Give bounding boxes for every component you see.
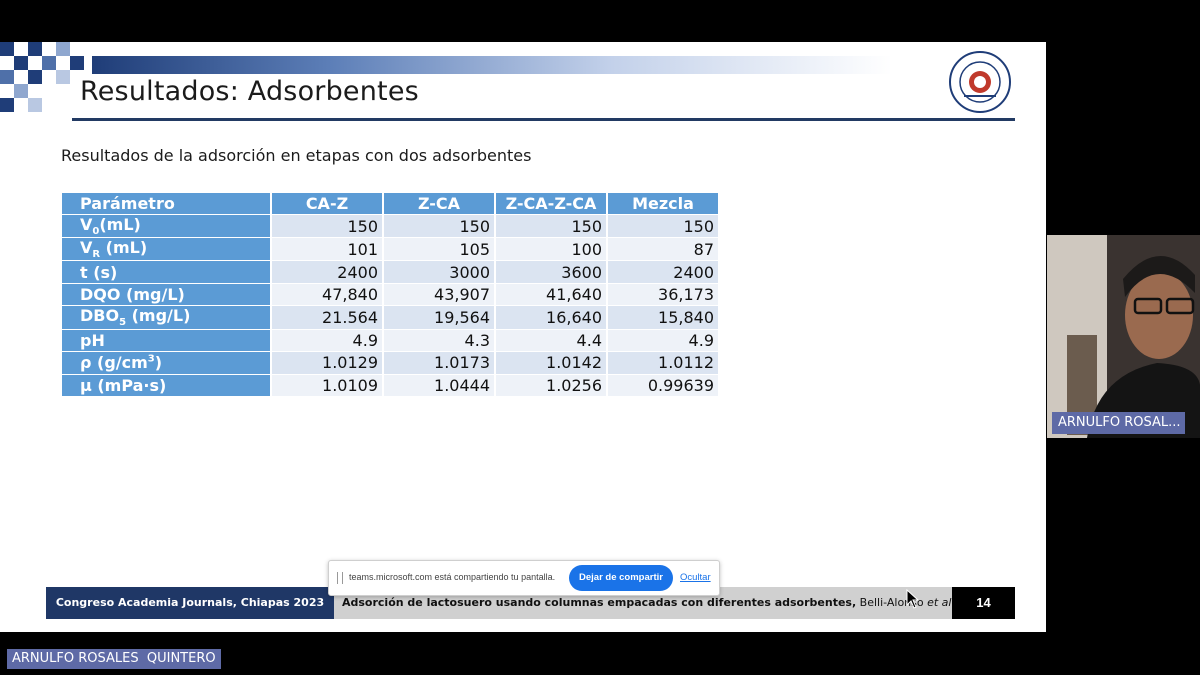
value-cell: 4.4 — [496, 329, 606, 352]
screen-share-bar: teams.microsoft.com está compartiendo tu… — [328, 560, 720, 596]
value-cell: 15,840 — [608, 306, 718, 329]
parameter-cell: t (s) — [62, 261, 270, 283]
table-row: V0(mL) 150 150 150 150 — [62, 215, 718, 238]
parameter-cell: μ (mPa·s) — [62, 374, 270, 397]
column-header: Z-CA-Z-CA — [496, 193, 606, 214]
column-header: Parámetro — [62, 193, 270, 214]
table-row: t (s) 2400 3000 3600 2400 — [62, 261, 718, 283]
title-divider — [72, 118, 1015, 121]
value-cell: 0.99639 — [608, 374, 718, 397]
value-cell: 87 — [608, 238, 718, 261]
value-cell: 2400 — [608, 261, 718, 283]
value-cell: 1.0142 — [496, 352, 606, 374]
results-table: Parámetro CA-Z Z-CA Z-CA-Z-CA Mezcla V0(… — [60, 192, 720, 397]
table-row: μ (mPa·s) 1.0109 1.0444 1.0256 0.99639 — [62, 374, 718, 397]
mouse-pointer-icon — [906, 589, 920, 609]
self-name-tag: ARNULFO ROSALES QUINTERO — [7, 649, 221, 669]
value-cell: 101 — [272, 238, 382, 261]
parameter-cell: DQO (mg/L) — [62, 283, 270, 306]
tecnologico-logo — [949, 51, 1011, 113]
parameter-cell: VR (mL) — [62, 238, 270, 261]
value-cell: 1.0173 — [384, 352, 494, 374]
value-cell: 1.0112 — [608, 352, 718, 374]
slide-subtitle: Resultados de la adsorción en etapas con… — [61, 146, 532, 165]
value-cell: 3600 — [496, 261, 606, 283]
value-cell: 150 — [384, 215, 494, 238]
hide-link[interactable]: Ocultar — [680, 572, 711, 583]
value-cell: 150 — [608, 215, 718, 238]
table-row: DQO (mg/L) 47,840 43,907 41,640 36,173 — [62, 283, 718, 306]
value-cell: 2400 — [272, 261, 382, 283]
value-cell: 3000 — [384, 261, 494, 283]
value-cell: 1.0109 — [272, 374, 382, 397]
stop-sharing-button[interactable]: Dejar de compartir — [569, 565, 673, 591]
table-row: DBO5 (mg/L) 21.564 19,564 16,640 15,840 — [62, 306, 718, 329]
presentation-slide: Resultados: Adsorbentes Resultados de la… — [0, 42, 1046, 632]
value-cell: 4.9 — [608, 329, 718, 352]
table-row: pH 4.9 4.3 4.4 4.9 — [62, 329, 718, 352]
column-header: Mezcla — [608, 193, 718, 214]
value-cell: 36,173 — [608, 283, 718, 306]
parameter-cell: DBO5 (mg/L) — [62, 306, 270, 329]
value-cell: 1.0444 — [384, 374, 494, 397]
drag-grip-icon[interactable] — [337, 572, 343, 584]
table-header-row: Parámetro CA-Z Z-CA Z-CA-Z-CA Mezcla — [62, 193, 718, 214]
conference-name: Congreso Academia Journals, Chiapas 2023 — [46, 587, 334, 619]
value-cell: 1.0256 — [496, 374, 606, 397]
share-message: teams.microsoft.com está compartiendo tu… — [349, 572, 556, 582]
participant-video[interactable] — [1047, 235, 1200, 438]
value-cell: 21.564 — [272, 306, 382, 329]
value-cell: 150 — [496, 215, 606, 238]
slide-title: Resultados: Adsorbentes — [80, 76, 419, 107]
value-cell: 41,640 — [496, 283, 606, 306]
slide-number: 14 — [952, 587, 1015, 619]
participant-avatar — [1047, 235, 1200, 438]
parameter-cell: ρ (g/cm3) — [62, 352, 270, 374]
table-row: VR (mL) 101 105 100 87 — [62, 238, 718, 261]
value-cell: 100 — [496, 238, 606, 261]
value-cell: 105 — [384, 238, 494, 261]
title-gradient-band — [92, 56, 892, 74]
value-cell: 19,564 — [384, 306, 494, 329]
parameter-cell: V0(mL) — [62, 215, 270, 238]
value-cell: 4.3 — [384, 329, 494, 352]
value-cell: 1.0129 — [272, 352, 382, 374]
column-header: Z-CA — [384, 193, 494, 214]
participant-name-tag: ARNULFO ROSAL... — [1052, 412, 1185, 434]
value-cell: 47,840 — [272, 283, 382, 306]
decorative-squares-icon — [0, 42, 96, 118]
value-cell: 4.9 — [272, 329, 382, 352]
value-cell: 16,640 — [496, 306, 606, 329]
value-cell: 43,907 — [384, 283, 494, 306]
value-cell: 150 — [272, 215, 382, 238]
table-row: ρ (g/cm3) 1.0129 1.0173 1.0142 1.0112 — [62, 352, 718, 374]
parameter-cell: pH — [62, 329, 270, 352]
column-header: CA-Z — [272, 193, 382, 214]
